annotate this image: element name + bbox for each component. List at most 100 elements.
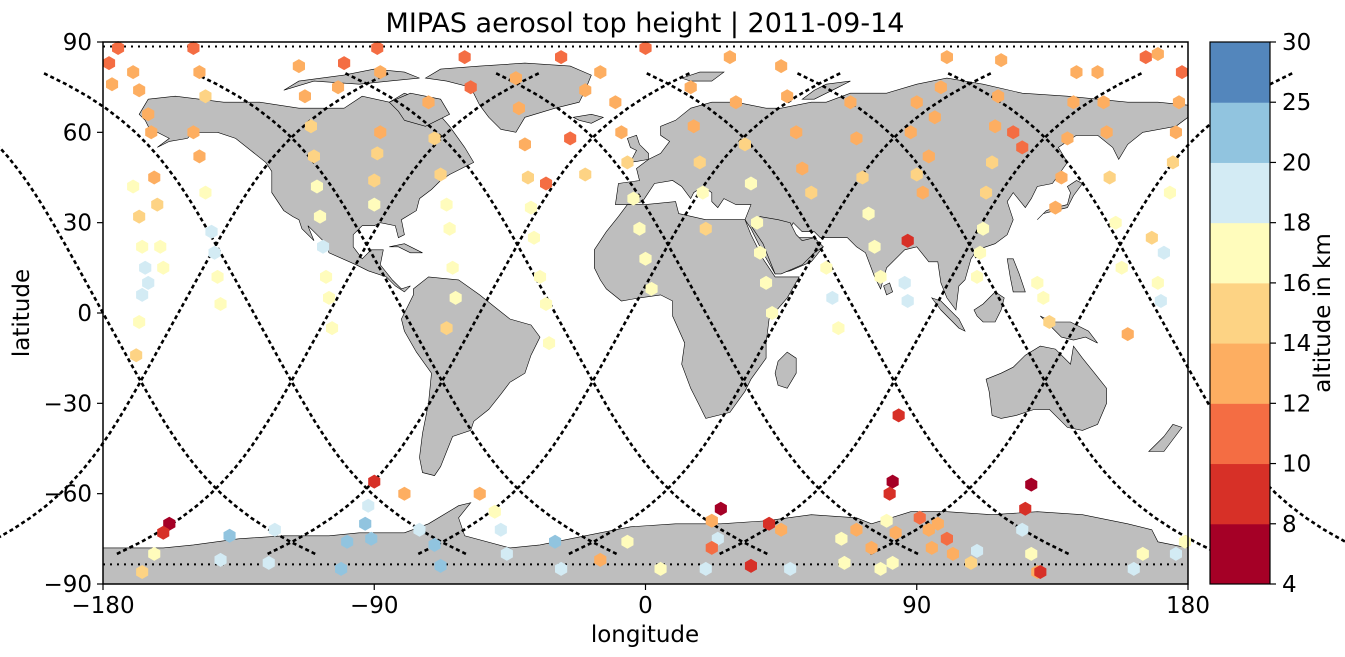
- y-tick-label: −30: [43, 391, 92, 417]
- data-point-199: [1100, 125, 1113, 140]
- data-point-109: [693, 155, 706, 170]
- land-new-zealand: [1148, 424, 1183, 452]
- data-point-49: [341, 534, 354, 549]
- data-point-82: [521, 170, 534, 185]
- data-point-148: [880, 513, 893, 528]
- y-axis-label: latitude: [9, 269, 35, 357]
- data-point-122: [754, 245, 767, 260]
- data-point-99: [621, 155, 634, 170]
- x-tick-label: −180: [71, 593, 134, 619]
- land-australia: [985, 345, 1107, 431]
- data-point-154: [892, 408, 905, 423]
- data-point-203: [1121, 327, 1134, 342]
- data-point-198: [1097, 95, 1110, 110]
- data-point-159: [910, 167, 923, 182]
- data-point-180: [971, 269, 984, 284]
- colorbar-tick-label: 25: [1282, 90, 1311, 116]
- colorbar-segment: [1210, 463, 1270, 525]
- data-point-43: [323, 290, 336, 305]
- data-point-75: [473, 486, 486, 501]
- x-tick-label: 0: [638, 593, 653, 619]
- data-point-171: [964, 555, 978, 570]
- data-point-196: [1070, 65, 1083, 80]
- data-point-80: [512, 101, 525, 116]
- data-point-139: [844, 95, 857, 110]
- land-novaya-zemlya: [801, 80, 851, 100]
- data-point-59: [371, 41, 384, 55]
- data-point-47: [338, 56, 351, 71]
- data-point-177: [980, 185, 993, 200]
- data-point-132: [796, 161, 809, 176]
- data-point-191: [1043, 315, 1056, 329]
- data-point-103: [645, 281, 658, 296]
- data-point-116: [699, 561, 712, 576]
- data-point-34: [187, 41, 200, 55]
- colorbar-segment: [1210, 523, 1270, 585]
- colorbar-frame: [1209, 41, 1271, 585]
- colorbar-tick-label: 12: [1282, 391, 1311, 417]
- colorbar: 4 8 10 12 14 16 18 20 25 30: [1209, 30, 1311, 598]
- data-point-178: [977, 221, 990, 236]
- data-point-87: [543, 336, 556, 351]
- data-point-45: [268, 522, 281, 537]
- data-point-155: [898, 275, 911, 290]
- y-axis: 90 60 30 0 −30 −60 −90: [43, 30, 103, 598]
- y-tick-label: 90: [63, 30, 92, 56]
- data-point-54: [365, 531, 378, 546]
- data-point-173: [995, 53, 1008, 68]
- data-point-61: [398, 486, 411, 501]
- y-tick-label: −60: [43, 482, 92, 508]
- data-point-6: [142, 275, 155, 290]
- data-point-57: [368, 173, 381, 188]
- data-point-3: [133, 209, 146, 224]
- data-point-163: [940, 50, 953, 65]
- data-point-26: [205, 224, 218, 239]
- data-point-124: [766, 306, 779, 320]
- colorbar-tick-label: 14: [1282, 331, 1311, 357]
- y-tick-label: 60: [63, 120, 92, 146]
- data-point-30: [223, 528, 236, 543]
- data-point-62: [413, 522, 426, 537]
- data-point-214: [1175, 65, 1188, 80]
- colorbar-tick-label: 8: [1282, 512, 1297, 538]
- data-point-38: [307, 149, 320, 164]
- data-point-107: [684, 80, 697, 95]
- data-point-192: [1049, 200, 1062, 215]
- data-point-37: [304, 119, 317, 134]
- land-borneo: [973, 291, 1005, 323]
- data-point-68: [440, 197, 453, 212]
- x-axis: −180 −90 0 90 180: [71, 584, 1210, 619]
- data-point-156: [901, 294, 914, 308]
- data-point-2: [127, 179, 140, 194]
- data-point-147: [874, 561, 887, 576]
- data-point-153: [901, 233, 914, 248]
- data-point-69: [443, 221, 456, 236]
- data-point-121: [751, 215, 764, 230]
- data-point-213: [1172, 95, 1185, 110]
- orbit-tracks: [0, 45, 1345, 566]
- data-point-22: [112, 41, 125, 55]
- data-point-88: [540, 176, 553, 191]
- data-point-141: [856, 170, 869, 185]
- colorbar-tick-label: 20: [1282, 150, 1311, 176]
- data-point-76: [488, 504, 501, 519]
- data-point-128: [784, 561, 797, 576]
- data-point-125: [744, 558, 757, 573]
- data-point-174: [992, 89, 1005, 104]
- data-point-123: [760, 275, 773, 290]
- y-tick-label: 30: [63, 211, 92, 237]
- data-point-181: [1007, 125, 1020, 140]
- data-point-206: [1145, 230, 1158, 245]
- data-point-48: [332, 80, 345, 95]
- data-point-164: [934, 80, 947, 95]
- data-point-14: [163, 516, 176, 531]
- data-point-130: [781, 89, 794, 104]
- data-point-172: [971, 543, 984, 558]
- data-point-114: [711, 531, 724, 546]
- data-point-74: [464, 80, 477, 95]
- data-point-52: [362, 498, 375, 513]
- x-axis-label: longitude: [591, 622, 699, 648]
- data-point-157: [910, 95, 923, 110]
- data-point-212: [1169, 125, 1182, 140]
- land-south-america: [401, 276, 541, 476]
